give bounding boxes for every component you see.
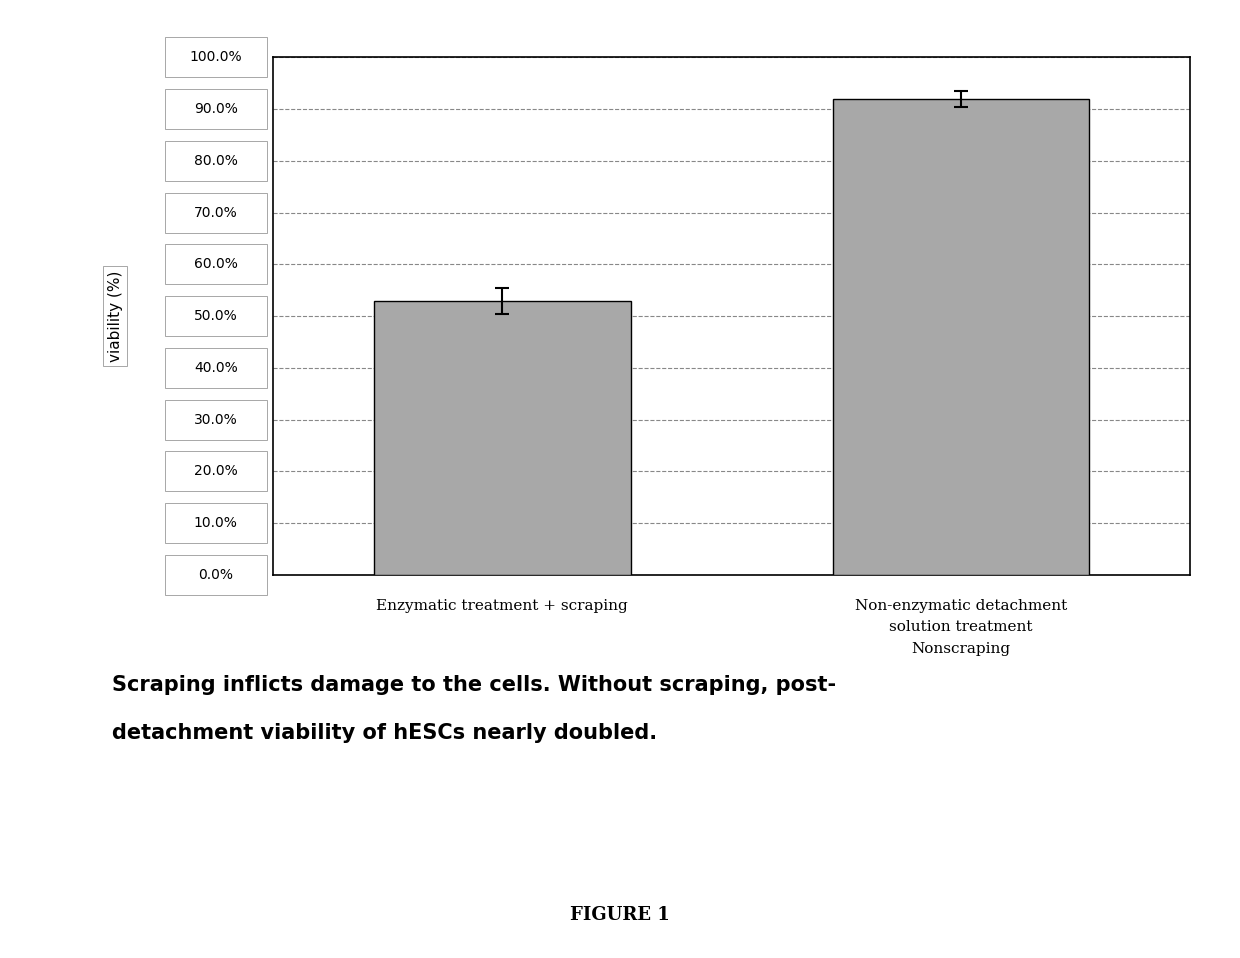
Bar	[373, 301, 631, 575]
Text: Enzymatic treatment + scraping: Enzymatic treatment + scraping	[376, 599, 629, 613]
Text: Non-enzymatic detachment
solution treatment
Nonscraping: Non-enzymatic detachment solution treatm…	[854, 599, 1068, 656]
Text: Scraping inflicts damage to the cells. Without scraping, post-: Scraping inflicts damage to the cells. W…	[112, 675, 836, 696]
Text: FIGURE 1: FIGURE 1	[570, 906, 670, 924]
Text: 0.0%: 0.0%	[198, 568, 233, 582]
Text: 50.0%: 50.0%	[193, 309, 238, 323]
Text: 10.0%: 10.0%	[193, 516, 238, 530]
Text: 100.0%: 100.0%	[190, 51, 242, 64]
Text: viability (%): viability (%)	[108, 270, 123, 362]
Text: 60.0%: 60.0%	[193, 258, 238, 271]
Text: 80.0%: 80.0%	[193, 154, 238, 168]
Text: detachment viability of hESCs nearly doubled.: detachment viability of hESCs nearly dou…	[112, 723, 657, 743]
Text: 70.0%: 70.0%	[193, 206, 238, 219]
Bar	[832, 99, 1090, 575]
Text: 40.0%: 40.0%	[193, 361, 238, 375]
Text: 90.0%: 90.0%	[193, 103, 238, 116]
Text: 30.0%: 30.0%	[193, 413, 238, 426]
Text: 20.0%: 20.0%	[193, 465, 238, 478]
